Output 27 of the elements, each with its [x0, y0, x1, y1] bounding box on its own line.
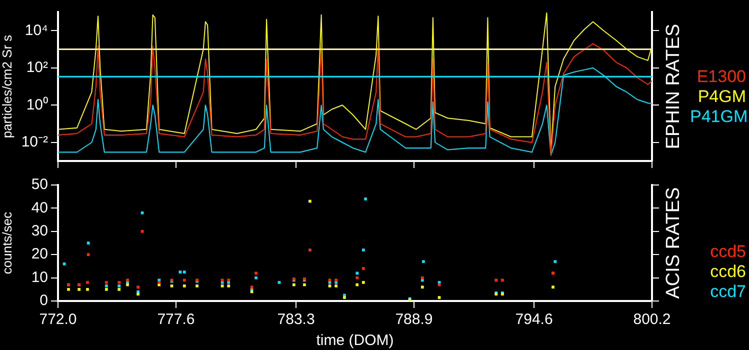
- text: E1300: [696, 67, 746, 87]
- text: P4GM: [696, 87, 746, 107]
- x-tick-label: 788.9: [395, 311, 433, 328]
- x-axis-title: time (DOM): [316, 332, 394, 350]
- y-tick-label: 10⁻²: [21, 134, 48, 151]
- y-axis-title: counts/sec: [0, 211, 14, 274]
- x-tick-label: 794.6: [515, 311, 553, 328]
- x-tick-label: 800.2: [633, 311, 671, 328]
- y-tick-label: 50: [31, 176, 48, 194]
- y2-axis-title: ACIS RATES: [663, 187, 684, 299]
- y-tick-label: 10²: [26, 59, 48, 76]
- y-tick-label: 10⁰: [26, 96, 48, 114]
- text: ccd5: [709, 242, 746, 262]
- x-tick-label: 783.3: [277, 311, 315, 328]
- y-tick-label: 30: [31, 222, 48, 240]
- text: P41GM: [690, 107, 748, 127]
- y-tick-label: 20: [31, 246, 48, 263]
- y-tick-label: 40: [31, 199, 48, 216]
- y2-axis-title: EPHIN RATES: [663, 24, 684, 150]
- y-tick-label: 10: [31, 268, 48, 286]
- x-tick-label: 772.0: [39, 311, 77, 328]
- y-tick-label: 10⁴: [24, 22, 48, 39]
- text: ccd7: [709, 282, 746, 302]
- y-tick-label: 0: [40, 292, 48, 310]
- text: ccd6: [709, 262, 746, 282]
- y-axis-title: particles/cm2 Sr s: [0, 34, 14, 138]
- x-tick-label: 777.6: [157, 311, 195, 328]
